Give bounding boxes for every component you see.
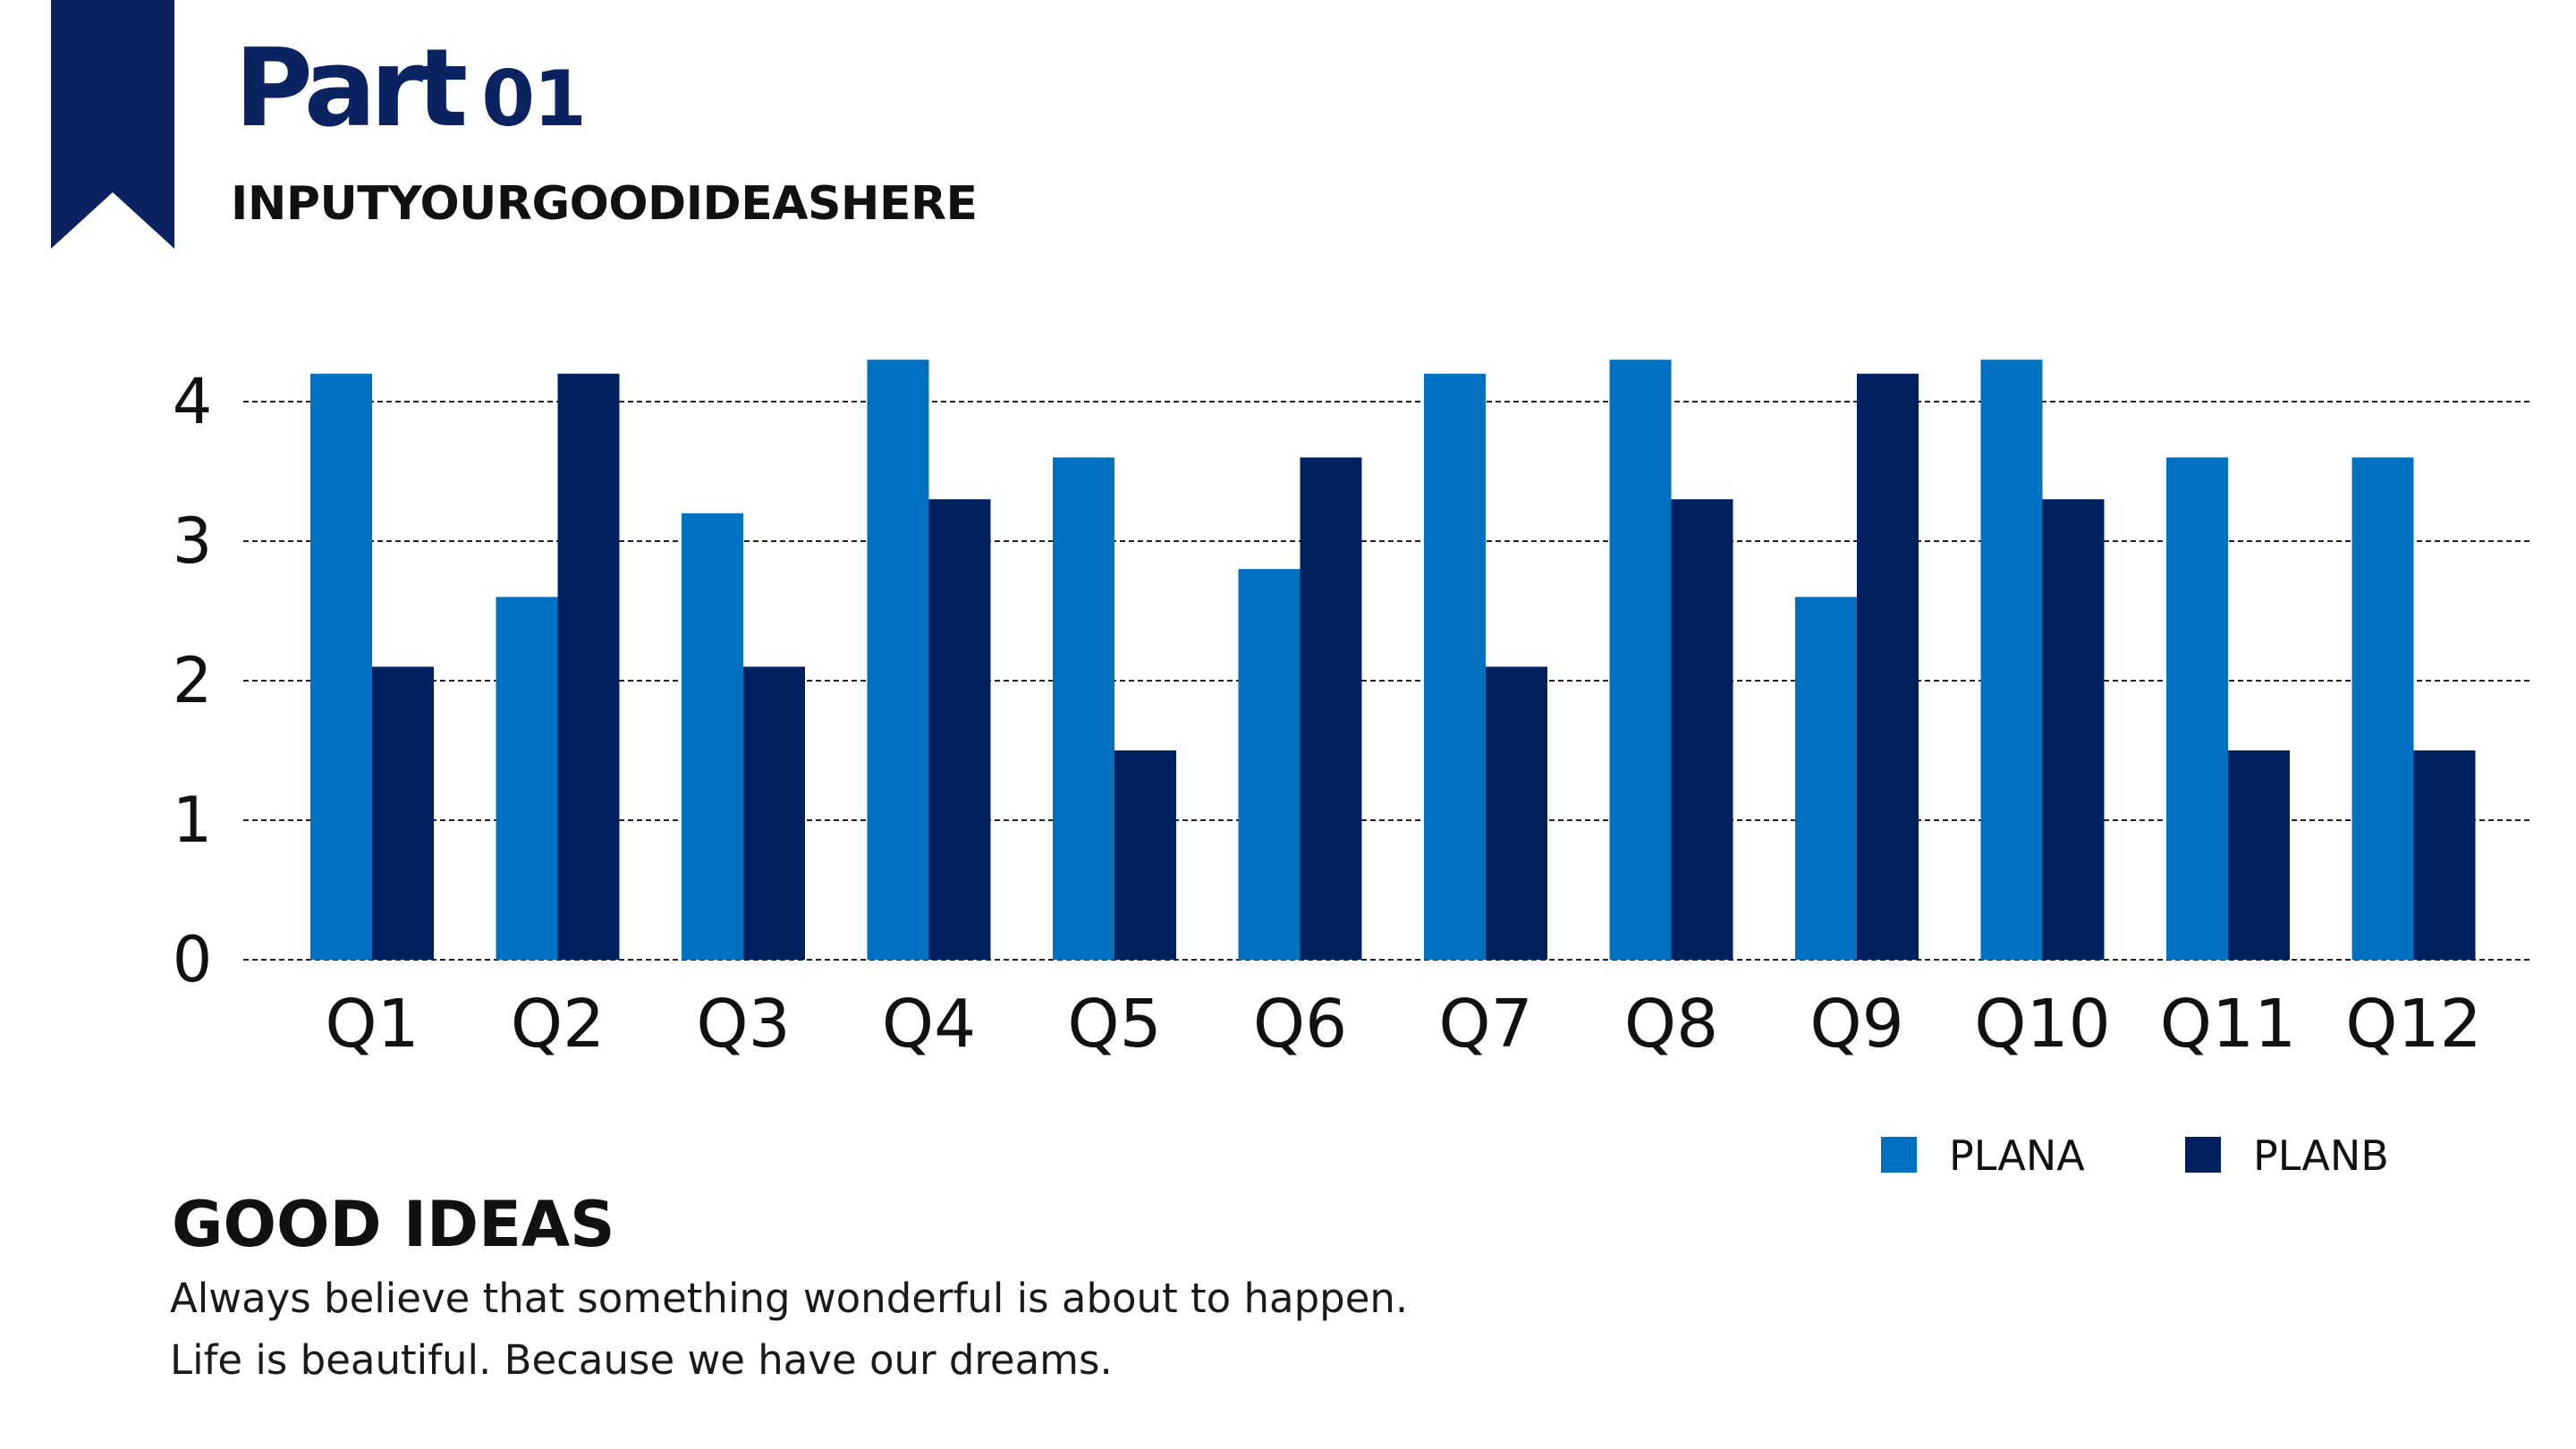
bar-plana-q6 xyxy=(1238,569,1301,960)
x-tick-label: Q9 xyxy=(1809,986,1903,1063)
legend: PLANA PLANB xyxy=(1881,1131,2389,1180)
bar-planb-q6 xyxy=(1300,457,1362,960)
bar-plana-q11 xyxy=(2166,457,2228,960)
bar-plana-q8 xyxy=(1609,360,1672,960)
bar-plana-q3 xyxy=(682,513,743,960)
x-tick-label: Q11 xyxy=(2160,986,2296,1063)
bar-planb-q11 xyxy=(2228,750,2290,960)
bookmark-ribbon-icon xyxy=(51,0,174,249)
legend-swatch-planb xyxy=(2185,1137,2221,1173)
page-subtitle: INPUTYOURGOODIDEASHERE xyxy=(231,177,978,231)
bar-planb-q2 xyxy=(557,373,620,960)
bar-plana-q5 xyxy=(1053,457,1114,960)
bar-planb-q7 xyxy=(1486,666,1547,960)
x-tick-label: Q4 xyxy=(882,986,976,1063)
y-tick-label: 1 xyxy=(173,784,213,857)
bar-plana-q12 xyxy=(2351,457,2414,960)
x-tick-label: Q8 xyxy=(1624,986,1718,1063)
title-main: Part xyxy=(234,27,468,151)
bar-planb-q3 xyxy=(743,666,805,960)
page-title: Part 01 xyxy=(234,36,587,144)
legend-label-plana: PLANA xyxy=(1949,1131,2085,1180)
y-tick-label: 4 xyxy=(173,365,213,438)
x-tick-label: Q2 xyxy=(511,986,605,1063)
bar-planb-q12 xyxy=(2413,750,2476,960)
bar-planb-q4 xyxy=(928,499,991,960)
bar-plana-q9 xyxy=(1795,597,1857,960)
bar-planb-q8 xyxy=(1671,499,1733,960)
bar-planb-q10 xyxy=(2042,499,2105,960)
bar-plana-q4 xyxy=(867,360,929,960)
y-axis-ticks: 0 1 2 3 4 xyxy=(173,365,213,996)
bar-plana-q7 xyxy=(1424,373,1486,960)
x-tick-label: Q1 xyxy=(325,986,419,1063)
grid-lines xyxy=(243,401,2531,961)
x-tick-label: Q12 xyxy=(2345,986,2481,1063)
x-tick-label: Q10 xyxy=(1974,986,2110,1063)
legend-swatch-plana xyxy=(1881,1137,1917,1173)
x-tick-label: Q7 xyxy=(1438,986,1532,1063)
body-text-line: Always believe that something wonderful … xyxy=(170,1275,1409,1322)
y-tick-label: 2 xyxy=(173,644,213,717)
y-tick-label: 3 xyxy=(173,504,213,578)
section-heading: GOOD IDEAS xyxy=(172,1188,615,1261)
bar-planb-q1 xyxy=(372,666,434,960)
legend-label-planb: PLANB xyxy=(2253,1131,2389,1180)
bar-planb-q9 xyxy=(1857,373,1919,960)
bar-plana-q2 xyxy=(496,597,558,960)
y-tick-label: 0 xyxy=(173,923,213,996)
x-tick-label: Q5 xyxy=(1067,986,1161,1063)
bars xyxy=(310,360,2476,960)
bar-plana-q10 xyxy=(1980,360,2043,960)
bar-plana-q1 xyxy=(310,373,372,960)
bar-planb-q5 xyxy=(1114,750,1176,960)
x-tick-label: Q3 xyxy=(696,986,790,1063)
x-axis-ticks: Q1 Q2 Q3 Q4 Q5 Q6 Q7 Q8 Q9 Q10 Q11 Q12 xyxy=(325,986,2481,1063)
body-text-line: Life is beautiful. Because we have our d… xyxy=(170,1336,1113,1384)
x-tick-label: Q6 xyxy=(1253,986,1347,1063)
title-number: 01 xyxy=(481,55,587,144)
